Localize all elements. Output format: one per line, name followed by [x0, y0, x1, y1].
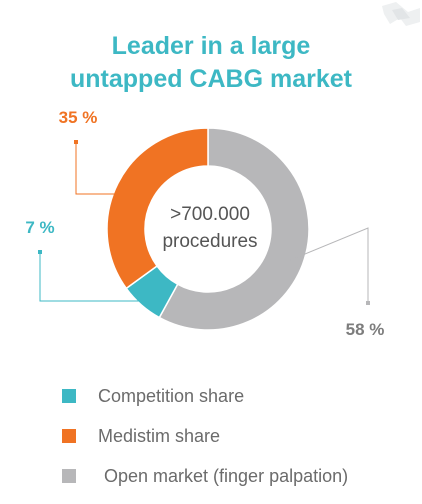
leader-lines: [38, 140, 370, 305]
legend-item-medistim: Medistim share: [62, 416, 348, 456]
donut-slices: [106, 127, 310, 331]
slice-labels: 7 % 35 % 58 %: [25, 108, 384, 339]
chart-title-line-1: Leader in a large: [111, 32, 311, 60]
chart-title-line-2: untapped CABG market: [70, 65, 352, 93]
donut-slice-open-market: [158, 127, 310, 331]
leader-line-medistim: [75, 142, 116, 195]
decorative-corner-graphic: [382, 2, 420, 26]
leader-line-open-market: [288, 227, 369, 303]
legend-label-medistim: Medistim share: [98, 425, 221, 446]
data-label-competition: 7 %: [25, 218, 54, 237]
donut-chart: 7 % 35 % 58 % >700.000 procedures: [25, 108, 384, 339]
center-text-line-1: >700.000: [170, 204, 250, 225]
donut-slice-medistim: [106, 127, 209, 290]
chart-legend: Competition share Medistim share Open ma…: [62, 376, 348, 496]
data-label-medistim: 35 %: [59, 108, 98, 127]
leader-line-competition: [39, 252, 148, 302]
legend-label-competition: Competition share: [98, 385, 245, 406]
leader-end-medistim: [74, 140, 78, 144]
legend-label-open-market: Open market (finger palpation): [104, 465, 349, 486]
legend-item-competition: Competition share: [62, 376, 348, 416]
leader-end-open-market: [366, 301, 370, 305]
leader-end-competition: [38, 250, 42, 254]
legend-swatch-open-market: [62, 469, 76, 483]
legend-item-open-market: Open market (finger palpation): [62, 456, 348, 496]
legend-swatch-medistim: [62, 429, 76, 443]
legend-swatch-competition: [62, 389, 76, 403]
data-label-open-market: 58 %: [346, 320, 385, 339]
center-text-line-2: procedures: [162, 231, 257, 252]
chart-title: Leader in a large untapped CABG market: [0, 30, 422, 96]
